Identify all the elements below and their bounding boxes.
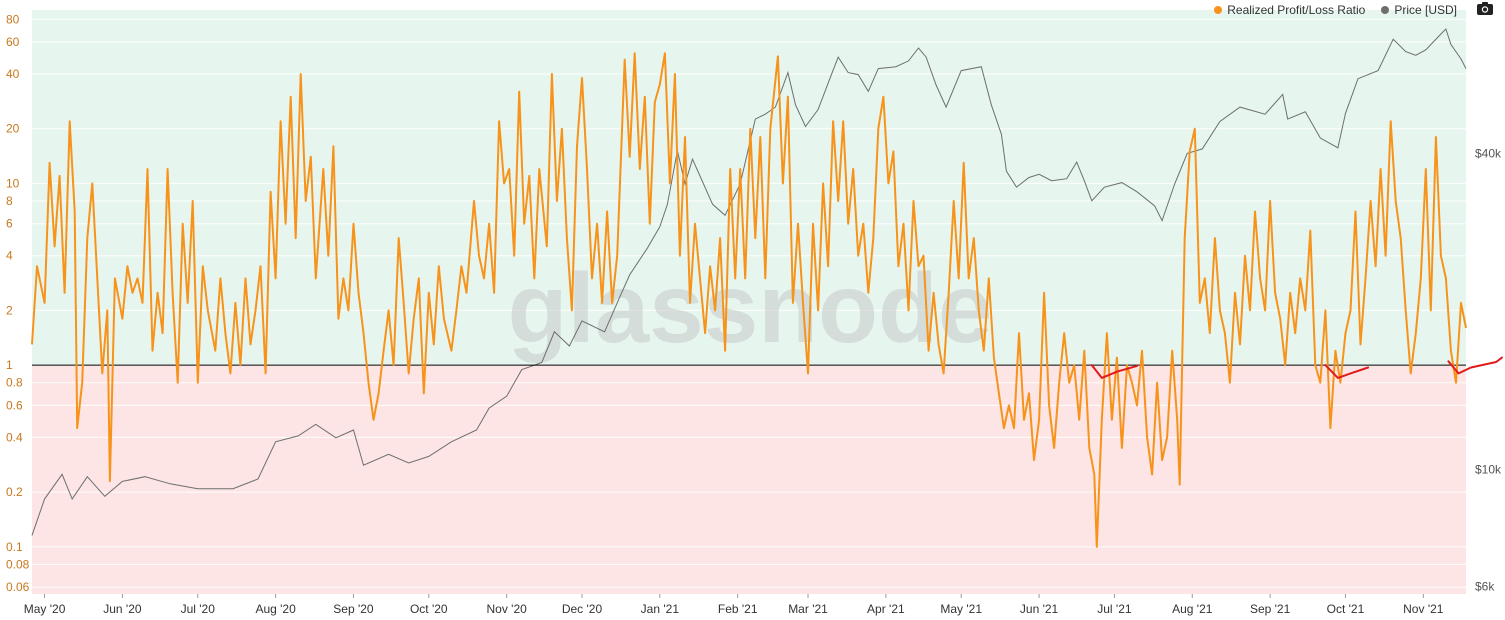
watermark: glassnode bbox=[508, 253, 993, 363]
left-tick-label: 0.1 bbox=[6, 540, 23, 554]
legend-item-ratio[interactable]: Realized Profit/Loss Ratio bbox=[1214, 3, 1365, 17]
legend-label-ratio: Realized Profit/Loss Ratio bbox=[1227, 3, 1366, 17]
x-tick-label: Jan '21 bbox=[641, 602, 680, 616]
x-tick-label: Jul '20 bbox=[181, 602, 216, 616]
loss-zone bbox=[32, 365, 1466, 594]
x-tick-label: May '20 bbox=[24, 602, 66, 616]
annotation-curve bbox=[1447, 356, 1503, 375]
left-tick-label: 0.8 bbox=[6, 376, 23, 390]
x-tick-label: Aug '20 bbox=[255, 602, 296, 616]
right-tick-label: $6k bbox=[1475, 579, 1495, 593]
left-tick-label: 0.2 bbox=[6, 485, 23, 499]
x-tick-label: Sep '20 bbox=[333, 602, 374, 616]
annotations bbox=[1090, 356, 1503, 379]
left-tick-label: 2 bbox=[6, 303, 13, 317]
x-tick-label: Oct '20 bbox=[410, 602, 448, 616]
left-tick-label: 0.06 bbox=[6, 580, 30, 594]
left-tick-label: 6 bbox=[6, 217, 13, 231]
left-tick-label: 40 bbox=[6, 67, 20, 81]
legend: Realized Profit/Loss Ratio Price [USD] bbox=[1214, 1, 1457, 19]
x-tick-label: Sep '21 bbox=[1250, 602, 1291, 616]
x-tick-label: Aug '21 bbox=[1172, 602, 1213, 616]
x-tick-label: Oct '21 bbox=[1327, 602, 1365, 616]
left-tick-label: 60 bbox=[6, 35, 20, 49]
x-tick-label: Jun '20 bbox=[103, 602, 142, 616]
x-tick-label: Nov '20 bbox=[486, 602, 527, 616]
price-line bbox=[31, 28, 1467, 536]
left-tick-label: 0.6 bbox=[6, 398, 23, 412]
left-tick-label: 10 bbox=[6, 176, 20, 190]
left-tick-label: 0.08 bbox=[6, 557, 30, 571]
legend-item-price[interactable]: Price [USD] bbox=[1381, 3, 1457, 17]
camera-icon[interactable] bbox=[1477, 2, 1493, 15]
x-tick-label: Feb '21 bbox=[718, 602, 758, 616]
ratio-series bbox=[31, 52, 1467, 548]
left-tick-label: 4 bbox=[6, 249, 13, 263]
left-tick-label: 8 bbox=[6, 194, 13, 208]
x-tick-label: Mar '21 bbox=[788, 602, 828, 616]
x-tick-label: Jul '21 bbox=[1097, 602, 1132, 616]
left-tick-label: 20 bbox=[6, 122, 20, 136]
annotation-curve bbox=[1324, 364, 1370, 379]
left-tick-label: 0.4 bbox=[6, 430, 23, 444]
left-axis: 0.06 0.08 0.1 0.2 0.4 0.6 0.8 1 2 4 6 8 10 20 40 60 80 bbox=[6, 12, 30, 594]
left-tick-label: 1 bbox=[6, 358, 13, 372]
x-tick-label: Dec '20 bbox=[562, 602, 603, 616]
legend-label-price: Price [USD] bbox=[1394, 3, 1457, 17]
x-tick-label: Jun '21 bbox=[1020, 602, 1059, 616]
right-tick-label: $10k bbox=[1475, 463, 1502, 477]
x-axis: May '20 Jun '20 Jul '20 Aug '20 Sep '20 Oct '… bbox=[24, 594, 1444, 616]
legend-dot-price bbox=[1381, 6, 1390, 14]
right-axis: $6k $10k $40k bbox=[1475, 146, 1502, 593]
x-tick-label: May '21 bbox=[940, 602, 982, 616]
x-tick-label: Nov '21 bbox=[1403, 602, 1444, 616]
right-tick-label: $40k bbox=[1475, 146, 1502, 160]
x-tick-label: Apr '21 bbox=[867, 602, 905, 616]
annotation-curve bbox=[1090, 364, 1138, 379]
price-series bbox=[31, 28, 1467, 536]
background-zones bbox=[32, 10, 1466, 594]
legend-dot-ratio bbox=[1214, 6, 1223, 14]
left-tick-label: 80 bbox=[6, 12, 20, 26]
ratio-line bbox=[31, 52, 1467, 548]
